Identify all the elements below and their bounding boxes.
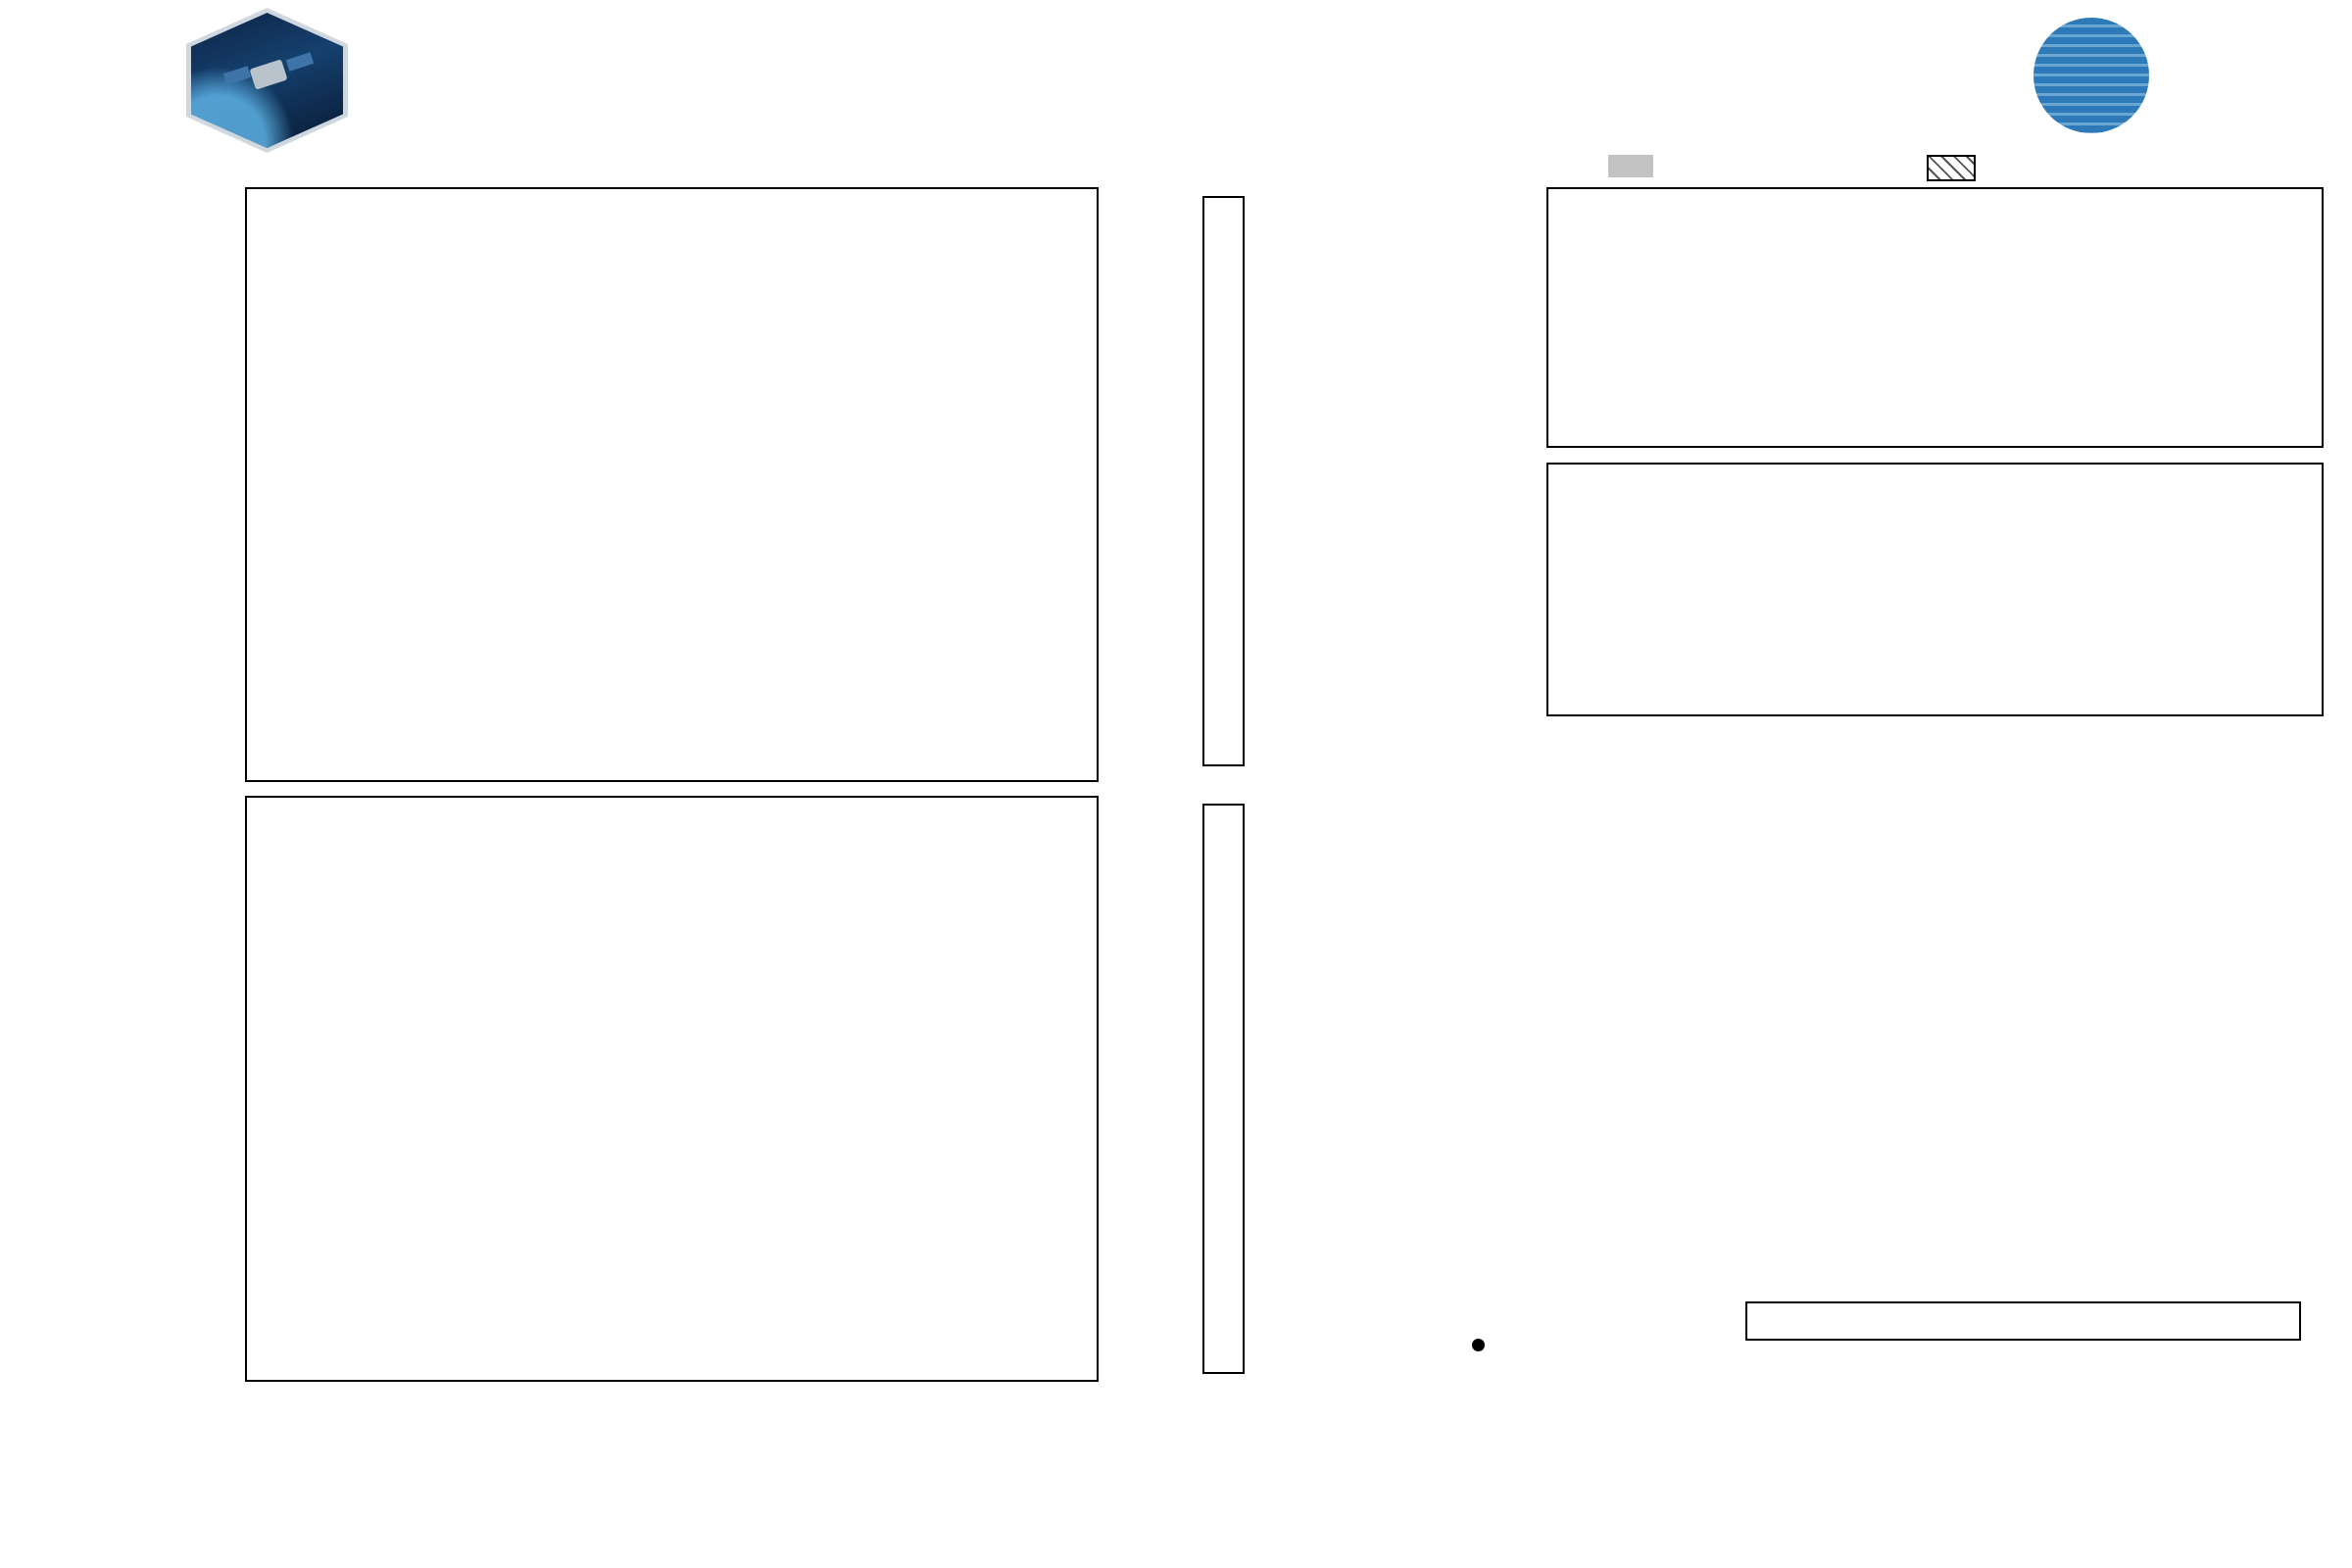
axis-interval-dot-icon <box>1472 1339 1485 1351</box>
eclipse-legend-swatch <box>1608 155 1653 177</box>
counters-plot <box>1546 463 2324 716</box>
tof-colorbar <box>1202 804 1498 1374</box>
tof-spectrogram-canvas <box>247 798 541 945</box>
counters-canvas <box>1548 465 1842 612</box>
cassiope-badge-background <box>191 13 343 148</box>
esa-logo <box>2034 12 2347 141</box>
world-map-canvas <box>1432 789 1726 936</box>
altitude-colorbar-canvas <box>1747 1303 2041 1450</box>
shadow-legend-swatch <box>1927 155 1976 181</box>
altitude-colorbar <box>1745 1301 2301 1450</box>
pixel-colorbar <box>1202 196 1498 766</box>
ground-track-map <box>1432 789 2343 1271</box>
pixel-colorbar-canvas <box>1204 198 1498 345</box>
pixel-spectrogram-canvas <box>247 189 541 336</box>
esa-globe-icon <box>2034 18 2149 133</box>
cassiope-mission-logo <box>186 8 348 153</box>
tof-spectrogram-plot <box>245 796 1099 1382</box>
pixel-spectrogram-plot <box>245 187 1099 782</box>
sensor-current-canvas <box>1548 189 1842 336</box>
sensor-current-plot <box>1546 187 2324 448</box>
